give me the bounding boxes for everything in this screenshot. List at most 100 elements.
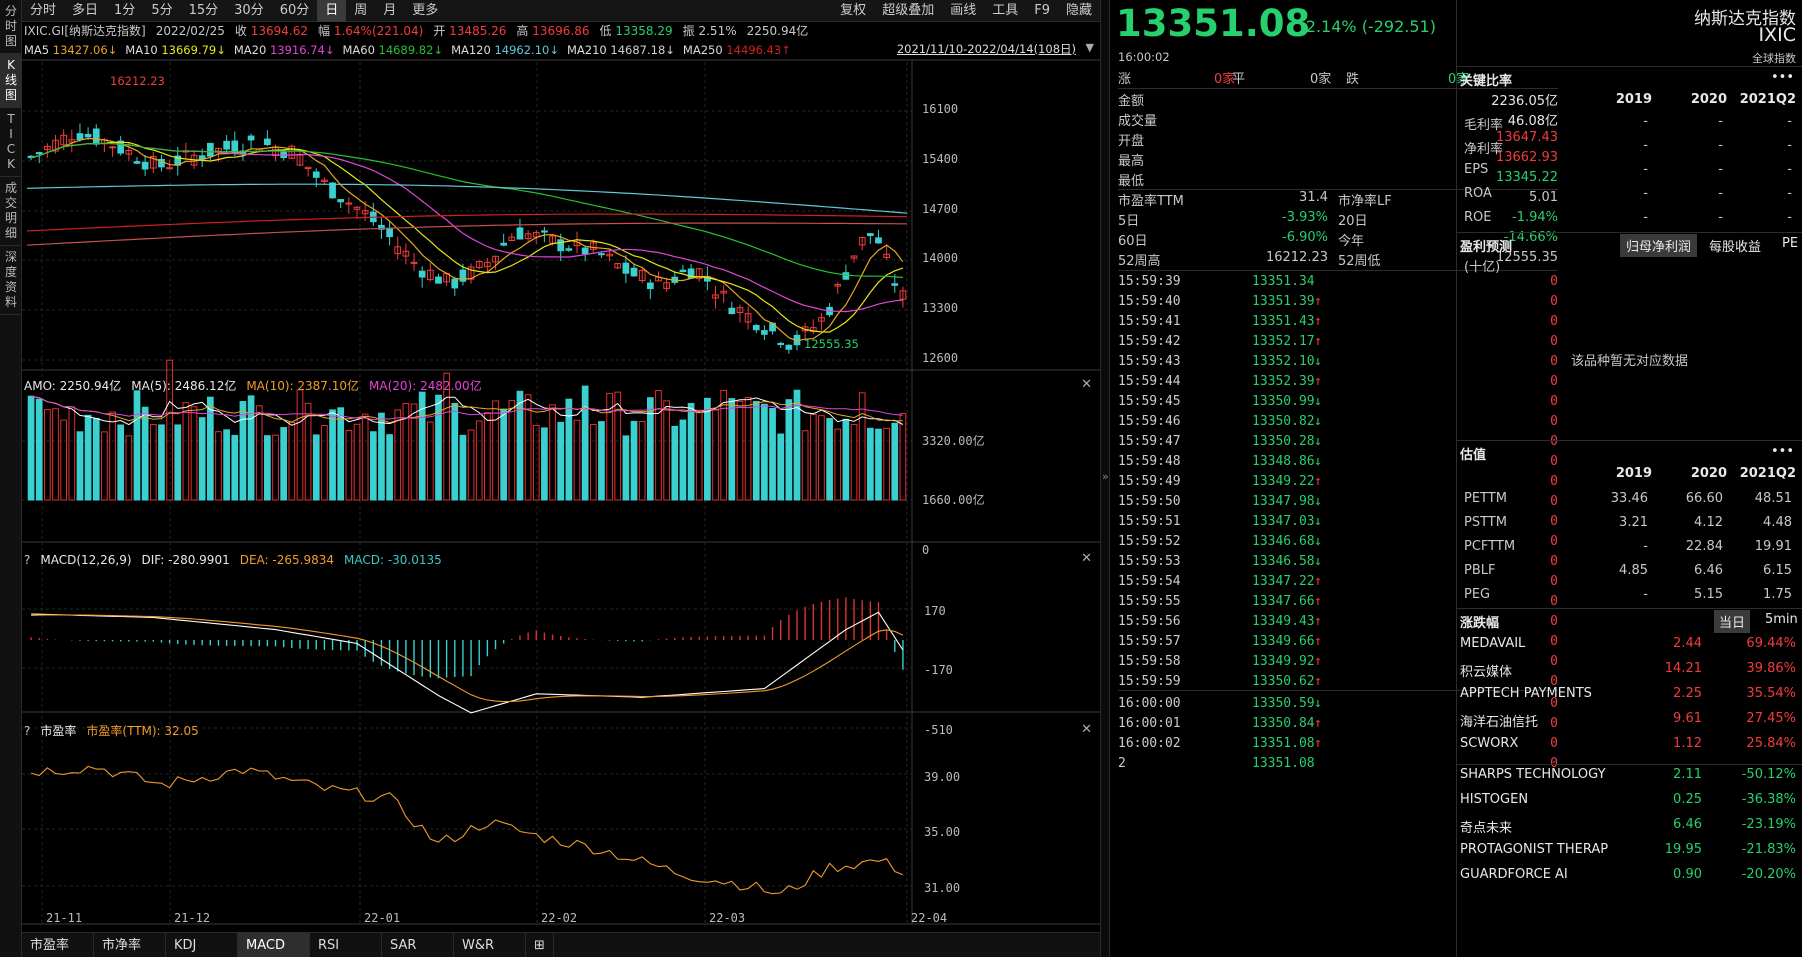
period-10[interactable]: 更多 — [412, 2, 439, 18]
valuation-value: 4.12 — [1694, 515, 1723, 530]
dif-line — [31, 611, 904, 714]
candle — [52, 139, 59, 152]
vtab-3[interactable]: 成交明细 — [0, 177, 22, 246]
forecast-tab-1[interactable]: 每股收益 — [1709, 240, 1762, 255]
ratio-value: - — [1718, 138, 1723, 153]
candle — [92, 128, 100, 145]
period-1[interactable]: 多日 — [72, 2, 99, 18]
candle — [712, 294, 719, 299]
stat-label: 开盘 — [1118, 134, 1145, 149]
period-6[interactable]: 60分 — [279, 2, 310, 18]
volume-bar — [834, 428, 842, 501]
mover-name[interactable]: SHARPS TECHNOLOGY — [1460, 767, 1606, 782]
ma-line-10 — [30, 141, 904, 333]
mover-name[interactable]: MEDAVAIL — [1460, 636, 1526, 651]
mover-name[interactable]: HISTOGEN — [1460, 792, 1529, 807]
stat-label: 最低 — [1118, 174, 1145, 189]
stat-value: 2236.05亿 — [1491, 94, 1558, 109]
period-7[interactable]: 日 — [317, 0, 347, 22]
price-tick: 14000 — [922, 251, 959, 265]
date-range[interactable]: 2021/11/10-2022/04/14(108日) — [896, 42, 1076, 56]
add-tab-icon[interactable]: ⊞ — [526, 933, 554, 957]
volume-bar — [280, 427, 288, 501]
metric-label: 52周高 — [1118, 254, 1161, 269]
close-icon[interactable]: ✕ — [1081, 377, 1092, 392]
candle — [638, 269, 646, 282]
metric-value: 31.4 — [1299, 190, 1328, 205]
mover-name[interactable]: 海洋石油信托 — [1460, 715, 1539, 730]
close-icon[interactable]: ✕ — [1081, 551, 1092, 566]
arrow-up-icon: ↑ — [1314, 736, 1322, 751]
period-3[interactable]: 5分 — [151, 2, 173, 18]
volume-chart — [27, 359, 907, 501]
stat-label: 金额 — [1118, 94, 1145, 109]
volume-bar — [60, 419, 68, 501]
volume-bar — [866, 427, 874, 501]
tool-3[interactable]: 工具 — [992, 2, 1019, 18]
volume-bar — [109, 411, 116, 501]
ma-lines — [26, 137, 908, 342]
index-type: 全球指数 — [1752, 52, 1796, 65]
vtab-4[interactable]: 深度资料 — [0, 246, 22, 315]
volume-bar — [426, 421, 434, 501]
mover-name[interactable]: PROTAGONIST THERAP — [1460, 842, 1609, 857]
mover-name[interactable]: 积云媒体 — [1460, 665, 1513, 680]
volume-bar — [589, 423, 597, 501]
dropdown-icon[interactable]: ▼ — [1085, 41, 1094, 54]
tool-5[interactable]: 隐藏 — [1065, 2, 1092, 18]
mover-price: 6.46 — [1673, 817, 1702, 832]
mover-name[interactable]: APPTECH PAYMENTS — [1460, 686, 1592, 701]
panel-divider[interactable]: » — [1100, 0, 1110, 957]
long-ma-line — [26, 183, 908, 214]
mover-name[interactable]: 奇点未来 — [1460, 821, 1513, 836]
mover-name[interactable]: GUARDFORCE AI — [1460, 867, 1568, 882]
volume-bar — [622, 435, 630, 501]
metric-label: 今年 — [1338, 234, 1365, 249]
tick-row: 15:59:50 13347.98 ↓ 0 — [1118, 494, 1558, 509]
period-2[interactable]: 1分 — [114, 2, 136, 18]
movers-tab-0[interactable]: 当日 — [1714, 610, 1751, 633]
period-8[interactable]: 周 — [354, 2, 368, 18]
forecast-tab-2[interactable]: PE — [1782, 236, 1799, 251]
mover-change: -23.19% — [1741, 817, 1796, 832]
mover-name[interactable]: SCWORX — [1460, 736, 1519, 751]
volume-bar — [809, 413, 817, 501]
tool-0[interactable]: 复权 — [840, 2, 867, 18]
volume-bar — [149, 424, 157, 501]
btab-SAR[interactable]: SAR — [382, 933, 454, 957]
period-5[interactable]: 30分 — [234, 2, 264, 18]
metric-label: 5日 — [1118, 214, 1140, 229]
tick-row: 15:59:53 13346.58 ↓ 0 — [1118, 554, 1558, 569]
volume-bar — [728, 398, 736, 501]
volume-bar — [663, 400, 670, 501]
period-4[interactable]: 15分 — [188, 2, 219, 18]
btab-W&R[interactable]: W&R — [454, 933, 526, 957]
candle — [484, 261, 491, 268]
btab-市盈率[interactable]: 市盈率 — [22, 933, 94, 957]
adv-count: 0家 — [1214, 72, 1236, 87]
period-0[interactable]: 分时 — [30, 2, 57, 18]
tool-4[interactable]: F9 — [1034, 2, 1050, 18]
candle — [44, 145, 51, 151]
forecast-tab-0[interactable]: 归母净利润 — [1620, 234, 1698, 257]
valuation-value: 33.46 — [1610, 491, 1648, 506]
btab-市净率[interactable]: 市净率 — [94, 933, 166, 957]
arrow-down-icon: ↓ — [1314, 434, 1322, 449]
metric-label: 52周低 — [1338, 254, 1381, 269]
bar-close: 13694.62 — [250, 24, 308, 38]
movers-tab-1[interactable]: 5min — [1765, 612, 1798, 627]
btab-RSI[interactable]: RSI — [310, 933, 382, 957]
btab-MACD[interactable]: MACD — [238, 933, 310, 957]
tool-2[interactable]: 画线 — [950, 2, 977, 18]
period-9[interactable]: 月 — [383, 2, 397, 18]
volume-bar — [369, 431, 377, 501]
btab-KDJ[interactable]: KDJ — [166, 933, 238, 957]
tool-1[interactable]: 超级叠加 — [882, 2, 935, 18]
close-icon[interactable]: ✕ — [1081, 722, 1092, 737]
vtab-0[interactable]: 分时图 — [0, 0, 22, 54]
metric-label: 市净率LF — [1338, 194, 1392, 209]
candle — [614, 263, 622, 269]
candle — [785, 344, 793, 350]
